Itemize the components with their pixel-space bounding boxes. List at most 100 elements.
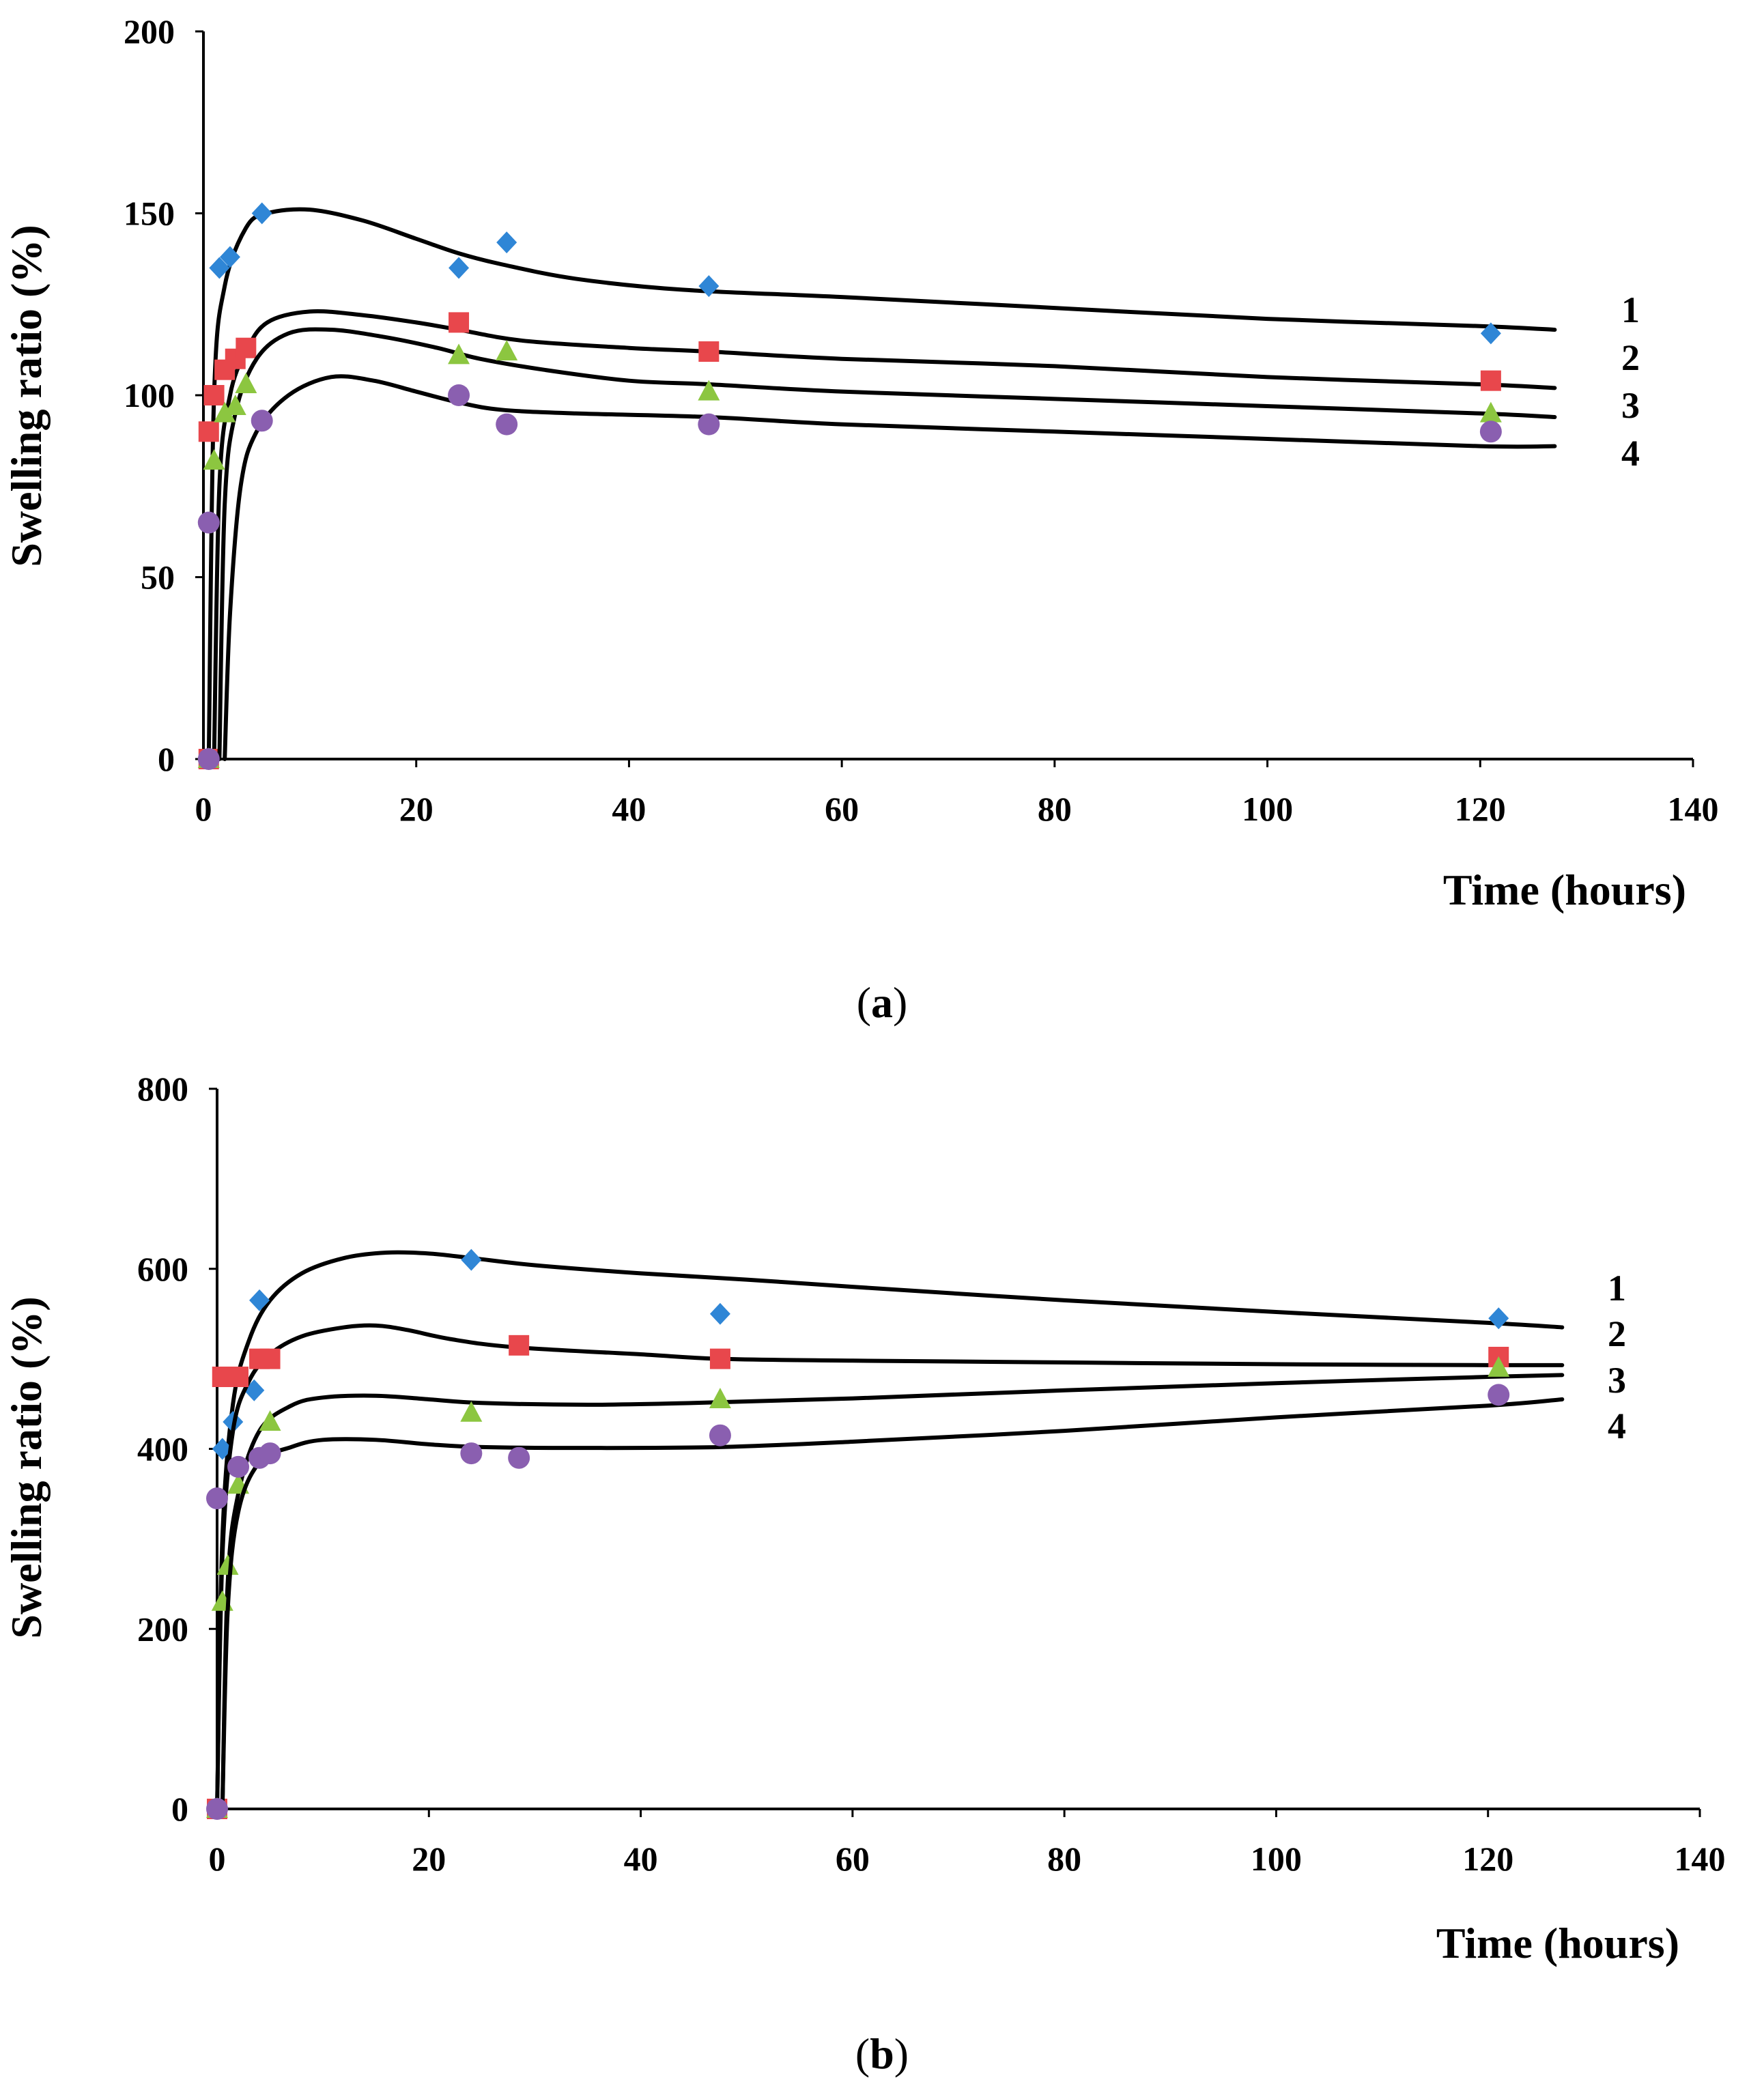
x-tick-label-b: 100 [1251, 1840, 1302, 1878]
chart-panel-b: Swelling ratio (%) Time (hours) (b) 0200… [2, 1070, 1726, 2078]
x-tick-label-b: 140 [1675, 1840, 1726, 1878]
x-tick-label-a: 60 [825, 790, 859, 828]
data-point-a-series-3 [203, 448, 225, 470]
y-axis-title-b: Swelling ratio (%) [2, 1296, 51, 1638]
data-point-b-series-3 [216, 1554, 239, 1575]
y-tick-label-a: 50 [141, 558, 175, 597]
data-point-a-series-4 [496, 413, 518, 436]
x-tick-label-a: 80 [1038, 790, 1072, 828]
fit-curve-a-2 [212, 309, 1557, 761]
y-tick-label-a: 100 [124, 376, 175, 414]
caption-letter-b: b [870, 2029, 894, 2078]
data-point-a-series-1 [209, 257, 230, 279]
y-axis-title-a: Swelling ratio (%) [2, 225, 51, 567]
data-point-a-series-2 [698, 341, 720, 362]
data-point-a-series-2 [1480, 370, 1501, 391]
curve-label-b-3: 3 [1608, 1360, 1626, 1401]
data-point-a-series-1 [496, 231, 517, 254]
x-tick-label-a: 40 [612, 790, 646, 828]
data-point-b-series-3 [259, 1410, 281, 1431]
y-tick-label-a: 0 [158, 740, 175, 778]
data-point-a-series-1 [251, 202, 272, 225]
data-point-b-series-2 [228, 1367, 249, 1387]
fit-curve-a-4 [223, 374, 1557, 761]
x-tick-label-a: 0 [195, 790, 212, 828]
y-tick-label-a: 200 [124, 12, 175, 51]
data-point-a-series-1 [698, 275, 720, 298]
x-axis-title-b: Time (hours) [1436, 1919, 1679, 1967]
x-tick-label-b: 60 [836, 1840, 870, 1878]
data-point-b-series-1 [461, 1249, 482, 1271]
caption-letter-a: a [871, 978, 893, 1027]
data-point-a-series-3 [698, 380, 720, 401]
data-point-a-series-1 [219, 246, 240, 268]
y-tick-label-b: 200 [137, 1610, 188, 1648]
curve-label-a-2: 2 [1621, 337, 1640, 378]
curve-label-b-2: 2 [1608, 1313, 1626, 1354]
y-tick-label-b: 400 [137, 1430, 188, 1468]
data-point-a-series-4 [197, 748, 220, 770]
x-tick-label-b: 80 [1047, 1840, 1081, 1878]
curve-label-b-4: 4 [1608, 1406, 1626, 1446]
data-point-b-series-4 [460, 1442, 483, 1465]
data-point-b-series-2 [259, 1348, 281, 1369]
chart-panel-a: Swelling ratio (%) Time (hours) (a) 0 50 1… [2, 12, 1719, 1027]
curve-label-b-1: 1 [1608, 1268, 1626, 1309]
y-tick-label-b: 600 [137, 1250, 188, 1288]
data-point-a-series-3 [235, 373, 257, 394]
data-point-a-series-2 [449, 312, 470, 333]
y-tick-label-b: 800 [137, 1070, 188, 1108]
x-tick-label-a: 140 [1668, 790, 1719, 828]
data-point-a-series-3 [224, 394, 246, 415]
fit-curve-b-4 [220, 1397, 1565, 1811]
data-point-a-series-4 [448, 384, 470, 406]
data-point-b-series-1 [1488, 1307, 1509, 1330]
data-point-b-series-1 [212, 1438, 233, 1460]
data-point-b-series-4 [1488, 1384, 1510, 1406]
x-tick-label-a: 120 [1455, 790, 1506, 828]
data-point-a-series-1 [1480, 322, 1501, 345]
data-point-a-series-4 [698, 413, 720, 436]
data-point-b-series-3 [460, 1401, 483, 1422]
data-point-a-series-3 [448, 343, 470, 365]
data-point-b-series-3 [1488, 1356, 1510, 1377]
data-point-b-series-3 [709, 1387, 731, 1408]
caption-b: (b) [855, 2029, 909, 2078]
data-point-b-series-4 [206, 1487, 228, 1510]
data-point-a-series-3 [214, 401, 236, 423]
curve-label-a-3: 3 [1621, 385, 1640, 426]
x-tick-label-b: 0 [209, 1840, 226, 1878]
data-point-b-series-4 [709, 1424, 731, 1446]
x-tick-label-b: 120 [1462, 1840, 1513, 1878]
x-axis-title-a: Time (hours) [1443, 866, 1686, 914]
fit-curve-b-1 [215, 1250, 1565, 1811]
data-point-a-series-3 [496, 340, 518, 361]
data-point-b-series-2 [509, 1335, 530, 1356]
x-tick-label-b: 40 [624, 1840, 658, 1878]
x-tick-label-a: 100 [1242, 790, 1293, 828]
data-point-a-series-3 [1479, 401, 1502, 423]
data-point-b-series-2 [709, 1348, 730, 1369]
data-point-a-series-2 [198, 421, 219, 442]
data-point-a-series-4 [251, 410, 273, 432]
data-point-a-series-4 [197, 511, 220, 534]
y-tick-label-a: 150 [124, 195, 175, 233]
curve-label-a-1: 1 [1621, 289, 1640, 330]
x-tick-label-a: 20 [399, 790, 433, 828]
data-point-b-series-4 [508, 1446, 530, 1469]
curve-label-a-4: 4 [1621, 433, 1640, 474]
caption-a: (a) [857, 978, 908, 1027]
data-point-a-series-1 [449, 257, 470, 279]
data-point-b-series-4 [206, 1798, 228, 1820]
y-tick-label-b: 0 [171, 1790, 188, 1828]
data-point-b-series-1 [249, 1289, 270, 1311]
data-point-a-series-2 [236, 337, 257, 358]
fit-curve-a-1 [206, 207, 1557, 761]
data-point-b-series-4 [227, 1455, 250, 1478]
data-point-a-series-4 [1479, 420, 1502, 443]
data-point-b-series-1 [709, 1302, 730, 1325]
data-point-b-series-4 [259, 1442, 281, 1465]
x-tick-label-b: 20 [412, 1840, 446, 1878]
